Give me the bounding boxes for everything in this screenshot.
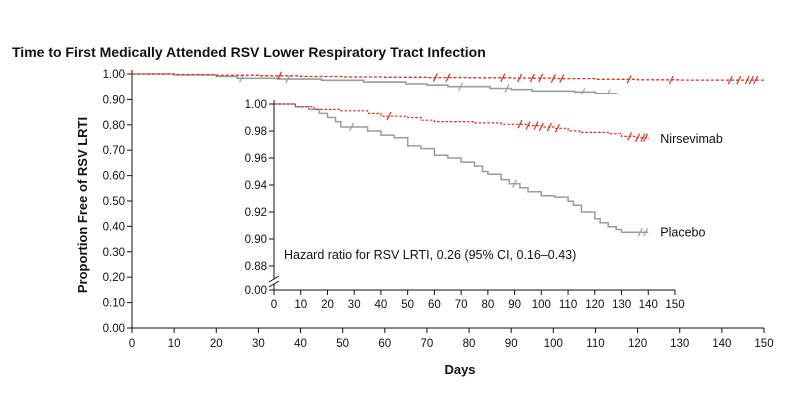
- inset-series-nirsevimab: [274, 103, 649, 140]
- y-tick-label: 0.20: [103, 272, 125, 284]
- main-nirsevimab-censor-mark: [550, 74, 556, 83]
- inset-x-tick-label: 110: [559, 299, 577, 311]
- inset-nirsevimab-censor-mark: [635, 133, 641, 143]
- inset-y-tick-label: 0.98: [245, 126, 267, 138]
- main-nirsevimab-censor-mark: [500, 73, 506, 83]
- x-tick-label: 10: [168, 338, 181, 350]
- x-tick-label: 50: [336, 338, 349, 350]
- inset-y-tick-label: 0.92: [245, 207, 267, 219]
- inset-y-tick-label: 0.00: [245, 285, 267, 297]
- inset-placebo-censor-mark: [637, 227, 643, 237]
- inset-x-tick-label: 100: [532, 299, 551, 311]
- inset-y-tick-label: 0.96: [245, 153, 267, 165]
- inset-y-tick-label: 0.90: [245, 234, 267, 246]
- x-tick-label: 90: [505, 338, 518, 350]
- y-tick-label: 0.50: [103, 196, 125, 208]
- main-nirsevimab-censor-mark: [727, 75, 733, 85]
- inset-x-tick-label: 60: [428, 299, 441, 311]
- inset-nirsevimab-censor-mark: [640, 133, 646, 143]
- x-tick-label: 120: [628, 338, 647, 350]
- inset-series-placebo: [274, 103, 649, 233]
- y-tick-label: 0.80: [103, 120, 125, 132]
- x-tick-label: 80: [463, 338, 476, 350]
- main-nirsevimab-censor-mark: [432, 73, 438, 82]
- main-nirsevimab-censor-mark: [445, 73, 451, 82]
- x-tick-label: 30: [252, 338, 265, 350]
- y-tick-label: 0.90: [103, 94, 125, 106]
- y-tick-label: 1.00: [103, 69, 125, 81]
- x-tick-label: 150: [754, 338, 773, 350]
- inset-x-tick-label: 50: [401, 299, 414, 311]
- axis-break-mark: [268, 280, 280, 288]
- main-nirsevimab-censor-mark: [529, 73, 535, 83]
- inset-x-tick-label: 140: [639, 299, 658, 311]
- inset-nirsevimab-censor-mark: [525, 121, 531, 130]
- inset-x-tick-label: 10: [294, 299, 307, 311]
- inset-nirsevimab-censor-mark: [554, 124, 560, 133]
- x-tick-label: 60: [378, 338, 391, 350]
- x-tick-label: 140: [712, 338, 731, 350]
- axis-break-mark: [268, 275, 280, 283]
- inset-placebo-censor-mark: [348, 122, 355, 132]
- inset-y-tick-label: 0.94: [245, 180, 268, 192]
- x-tick-label: 70: [421, 338, 434, 350]
- inset-x-tick-label: 120: [585, 299, 604, 311]
- y-tick-label: 0.60: [103, 171, 125, 183]
- inset-x-tick-label: 40: [375, 299, 388, 311]
- main-nirsevimab-censor-mark: [748, 75, 754, 85]
- x-axis-title: Days: [444, 362, 475, 377]
- x-tick-label: 100: [544, 338, 563, 350]
- main-nirsevimab-censor-mark: [626, 75, 632, 84]
- inset-nirsevimab-censor-mark: [517, 119, 523, 129]
- inset-y-tick-label: 1.00: [245, 99, 267, 111]
- main-nirsevimab-censor-mark: [517, 73, 523, 83]
- y-tick-label: 0.70: [103, 145, 125, 157]
- series-label-nirsevimab: Nirsevimab: [660, 132, 723, 146]
- hazard-ratio-annotation: Hazard ratio for RSV LRTI, 0.26 (95% CI,…: [284, 248, 576, 262]
- x-tick-label: 110: [586, 338, 604, 350]
- inset-placebo-censor-mark: [512, 179, 518, 188]
- x-tick-label: 0: [129, 338, 135, 350]
- y-tick-label: 0.30: [103, 247, 125, 259]
- main-nirsevimab-censor-mark: [668, 75, 674, 85]
- main-nirsevimab-censor-mark: [538, 73, 544, 83]
- inset-x-tick-label: 70: [455, 299, 468, 311]
- inset-placebo-censor-mark: [643, 227, 649, 237]
- main-nirsevimab-censor-mark: [744, 75, 750, 85]
- main-nirsevimab-censor-mark: [753, 75, 759, 85]
- y-tick-label: 0.40: [103, 221, 125, 233]
- inset-nirsevimab-censor-mark: [386, 111, 392, 121]
- chart-title: Time to First Medically Attended RSV Low…: [12, 44, 486, 60]
- inset-nirsevimab-censor-mark: [538, 122, 544, 132]
- inset-x-tick-label: 80: [481, 299, 494, 311]
- inset-nirsevimab-censor-mark: [546, 122, 552, 132]
- x-tick-label: 20: [210, 338, 223, 350]
- inset-x-tick-label: 90: [508, 299, 521, 311]
- inset-nirsevimab-censor-mark: [533, 121, 539, 130]
- inset-background: [234, 94, 765, 318]
- x-tick-label: 40: [294, 338, 307, 350]
- inset-nirsevimab-censor-mark: [627, 132, 633, 141]
- main-placebo-censor-mark: [285, 74, 291, 84]
- main-placebo-censor-mark: [458, 82, 464, 91]
- main-nirsevimab-censor-mark: [276, 71, 283, 81]
- inset-y-tick-label: 0.88: [245, 261, 267, 273]
- inset-x-tick-label: 20: [321, 299, 334, 311]
- inset-x-tick-label: 30: [348, 299, 361, 311]
- x-tick-label: 130: [670, 338, 689, 350]
- y-axis-title: Proportion Free of RSV LRTI: [75, 117, 90, 293]
- main-nirsevimab-censor-mark: [736, 75, 742, 85]
- main-placebo-censor-mark: [504, 84, 510, 93]
- inset-x-tick-label: 150: [665, 299, 684, 311]
- y-tick-label: 0.10: [103, 298, 125, 310]
- series-label-placebo: Placebo: [660, 225, 705, 239]
- main-nirsevimab-censor-mark: [559, 74, 565, 83]
- main-series-nirsevimab: [132, 73, 765, 81]
- inset-x-tick-label: 130: [612, 299, 631, 311]
- inset-x-tick-label: 0: [271, 299, 277, 311]
- y-tick-label: 0.00: [103, 323, 125, 335]
- inset-nirsevimab-censor-mark: [643, 133, 649, 143]
